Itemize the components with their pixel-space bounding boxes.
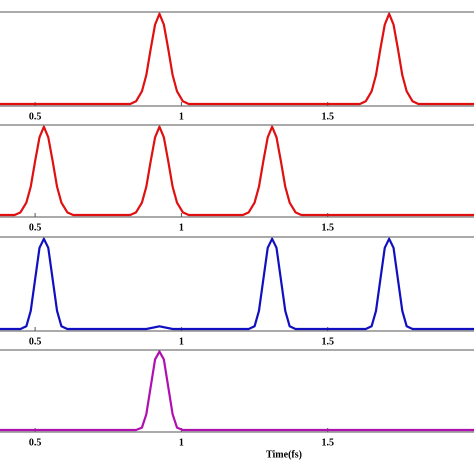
x-axis-label: Time(fs) — [266, 449, 302, 460]
x-tick-label: 1 — [179, 222, 184, 233]
line — [0, 125, 474, 217]
x-tick-label: 1 — [179, 111, 184, 122]
x-tick-label: 0.5 — [29, 336, 42, 347]
line — [0, 350, 474, 432]
line — [0, 12, 474, 106]
x-tick-label: 0.5 — [29, 437, 42, 448]
x-tick-label: 1.5 — [321, 336, 334, 347]
x-tick-label: 0.5 — [29, 222, 42, 233]
x-tick-label: 1 — [179, 437, 184, 448]
x-tick-label: 1.5 — [321, 111, 334, 122]
x-tick-label: 1.5 — [321, 437, 334, 448]
x-tick-label: 1.5 — [321, 222, 334, 233]
line — [0, 237, 474, 331]
x-tick-label: 0.5 — [29, 111, 42, 122]
x-tick-label: 1 — [179, 336, 184, 347]
